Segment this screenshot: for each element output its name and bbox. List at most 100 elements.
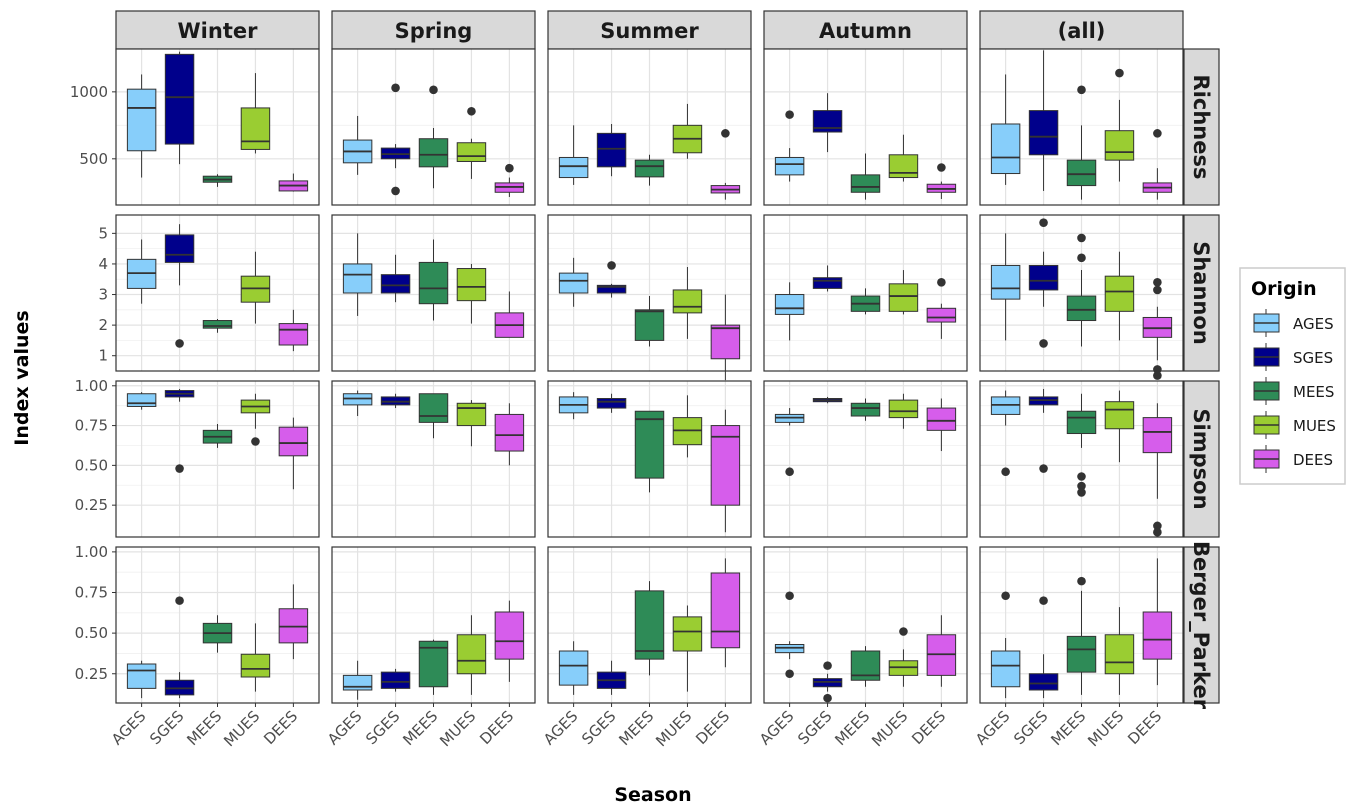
box-body (812, 277, 843, 289)
box-mees (634, 581, 665, 676)
panel-border (763, 214, 968, 372)
x-tick-label: DEES (260, 707, 301, 748)
x-tick-label: SGES (146, 707, 187, 748)
panel (115, 48, 320, 206)
y-tick-label: 1.00 (75, 377, 108, 395)
box-body (558, 650, 589, 686)
box-mees (850, 288, 881, 315)
box-sges (164, 596, 195, 699)
box-sges (812, 396, 843, 404)
box-body (164, 234, 195, 263)
box-body (456, 402, 487, 427)
row-strip: Simpson (1183, 380, 1220, 538)
box-body (774, 156, 805, 176)
x-axis-title: Season (614, 784, 691, 806)
legend-item-label: MUES (1293, 417, 1336, 435)
box-ages (342, 115, 373, 175)
box-sges (380, 254, 411, 303)
outlier-point (467, 106, 476, 116)
box-body (240, 107, 271, 150)
box-body (596, 398, 627, 409)
box-ages (342, 390, 373, 417)
box-ages (342, 233, 373, 316)
box-sges (596, 261, 627, 298)
legend-item-label: AGES (1293, 315, 1334, 333)
outlier-point (785, 110, 794, 119)
box-mues (1104, 607, 1135, 695)
x-tick-label: AGES (756, 707, 797, 748)
box-sges (380, 83, 411, 196)
box-body (202, 320, 233, 329)
box-dees (1142, 403, 1173, 537)
box-dees (1142, 277, 1173, 380)
box-body (342, 263, 373, 294)
box-mues (888, 627, 919, 687)
column-strip: Winter (115, 10, 320, 50)
box-mees (634, 154, 665, 186)
x-tick-label: SGES (794, 707, 835, 748)
strip-background (1183, 380, 1220, 538)
row-strip-label: Richness (1189, 75, 1213, 180)
strip-background (331, 10, 536, 50)
box-dees (710, 558, 741, 668)
panel-border (115, 380, 320, 538)
outlier-point (1153, 521, 1162, 531)
box-body (1104, 401, 1135, 430)
box-body (1028, 110, 1059, 156)
box-dees (926, 398, 957, 452)
box-body (710, 324, 741, 360)
column-strip: (all) (979, 10, 1184, 50)
y-tick-label: 3 (98, 286, 108, 304)
box-body (1028, 264, 1059, 291)
strip-background (763, 10, 968, 50)
row-strip: Richness (1183, 48, 1220, 206)
outlier-point (899, 627, 908, 636)
box-ages (774, 110, 805, 182)
outlier-point (1077, 85, 1086, 95)
legend-item-dees: DEES (1253, 445, 1333, 473)
strip-background (115, 10, 320, 50)
panel (115, 380, 320, 538)
box-body (672, 289, 703, 314)
box-body (1142, 417, 1173, 454)
outlier-point (1153, 365, 1162, 374)
outlier-point (823, 661, 832, 670)
x-tick-label: MUES (1084, 707, 1127, 750)
x-tick-label: MUES (436, 707, 479, 750)
box-ages (342, 660, 373, 700)
box-mues (888, 134, 919, 182)
strip-background (1183, 546, 1220, 704)
legend: Origin AGES SGES MEES MUES DEES (1239, 267, 1346, 485)
y-tick-label: 0.50 (75, 624, 108, 642)
y-tick-label: 0.50 (75, 456, 108, 474)
box-mees (418, 639, 449, 695)
box-ages (558, 392, 589, 420)
box-dees (278, 417, 309, 490)
box-body (990, 650, 1021, 688)
outlier-point (1001, 467, 1010, 477)
outlier-point (1039, 464, 1048, 473)
box-mees (634, 410, 665, 493)
legend-title: Origin (1251, 278, 1317, 300)
outlier-point (721, 129, 730, 138)
x-tick-label: MEES (615, 707, 657, 749)
box-ages (774, 282, 805, 341)
column-strip-label: Winter (178, 19, 259, 43)
box-body (1104, 275, 1135, 312)
panel-border (979, 214, 1184, 372)
box-mues (672, 103, 703, 159)
panel (763, 214, 968, 372)
x-tick-label: DEES (692, 707, 733, 748)
outlier-point (785, 467, 794, 477)
box-sges (596, 393, 627, 413)
box-body (558, 272, 589, 294)
box-ages (558, 257, 589, 307)
box-dees (710, 409, 741, 533)
x-tick-label: AGES (540, 707, 581, 748)
panel (763, 48, 968, 206)
box-dees (926, 615, 957, 687)
box-mues (1104, 251, 1135, 341)
box-mues (888, 270, 919, 315)
legend-item-mees: MEES (1253, 377, 1334, 405)
box-sges (380, 668, 411, 692)
